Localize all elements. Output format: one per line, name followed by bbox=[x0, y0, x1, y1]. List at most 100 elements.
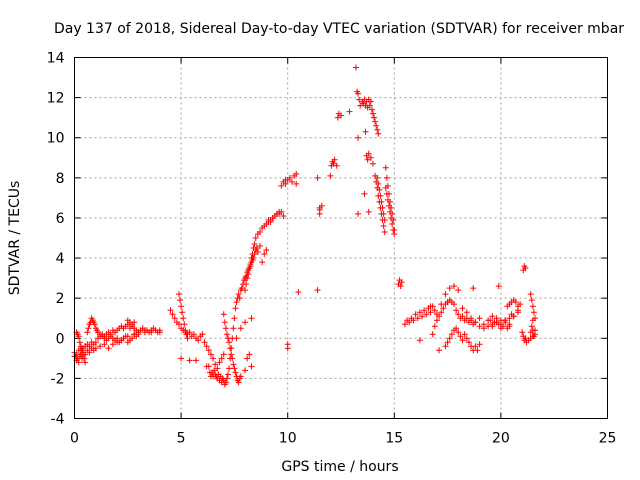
data-point bbox=[81, 355, 88, 362]
x-tick-label: 5 bbox=[177, 431, 186, 447]
data-point bbox=[248, 315, 255, 322]
data-point bbox=[495, 283, 502, 290]
data-point bbox=[356, 96, 363, 103]
data-point bbox=[463, 315, 470, 322]
data-point bbox=[448, 331, 455, 338]
data-point bbox=[282, 176, 289, 183]
data-point bbox=[369, 110, 376, 117]
data-point bbox=[416, 309, 423, 316]
data-point bbox=[76, 339, 83, 346]
data-point bbox=[330, 160, 337, 167]
data-point bbox=[530, 309, 537, 316]
data-point bbox=[263, 220, 270, 227]
plot-frame bbox=[74, 57, 608, 419]
data-point bbox=[156, 329, 163, 336]
data-point bbox=[223, 331, 230, 338]
data-point bbox=[459, 305, 466, 312]
data-point bbox=[232, 369, 239, 376]
data-point bbox=[361, 190, 368, 197]
y-tick-label: -2 bbox=[51, 371, 65, 387]
data-point bbox=[528, 323, 535, 330]
data-point bbox=[382, 164, 389, 171]
data-point bbox=[225, 371, 232, 378]
data-point bbox=[261, 251, 268, 258]
data-point bbox=[506, 321, 513, 328]
data-point bbox=[276, 208, 283, 215]
data-point bbox=[512, 299, 519, 306]
data-point bbox=[242, 319, 249, 326]
data-point bbox=[366, 102, 373, 109]
data-point bbox=[242, 287, 249, 294]
data-point bbox=[474, 347, 481, 354]
data-point bbox=[455, 287, 462, 294]
data-point bbox=[357, 102, 364, 109]
data-point bbox=[248, 255, 255, 262]
data-point bbox=[233, 299, 240, 306]
data-point bbox=[171, 315, 178, 322]
data-point bbox=[86, 349, 93, 356]
data-point bbox=[365, 150, 372, 157]
data-point bbox=[476, 323, 483, 330]
data-point bbox=[470, 285, 477, 292]
data-point bbox=[186, 357, 193, 364]
data-point bbox=[284, 345, 291, 352]
data-point bbox=[436, 313, 443, 320]
data-point bbox=[517, 301, 524, 308]
data-point bbox=[85, 325, 92, 332]
data-point bbox=[295, 289, 302, 296]
data-point bbox=[529, 327, 536, 334]
data-point bbox=[383, 174, 390, 181]
data-point bbox=[529, 303, 536, 310]
data-point bbox=[423, 311, 430, 318]
data-point bbox=[316, 204, 323, 211]
x-tick-label: 15 bbox=[385, 431, 403, 447]
data-point bbox=[530, 333, 537, 340]
data-point bbox=[254, 249, 261, 256]
data-point bbox=[214, 365, 221, 372]
data-point bbox=[211, 367, 218, 374]
data-point bbox=[75, 333, 82, 340]
y-tick-label: 8 bbox=[56, 171, 65, 187]
data-point bbox=[506, 315, 513, 322]
data-series-sdtvar bbox=[71, 64, 539, 388]
data-point bbox=[442, 343, 449, 350]
data-point bbox=[242, 367, 249, 374]
data-point bbox=[365, 208, 372, 215]
data-point bbox=[129, 335, 136, 342]
data-point bbox=[331, 156, 338, 163]
y-tick-label: 0 bbox=[56, 331, 65, 347]
data-point bbox=[431, 323, 438, 330]
data-point bbox=[416, 337, 423, 344]
data-point bbox=[406, 319, 413, 326]
x-tick-label: 10 bbox=[279, 431, 297, 447]
data-point bbox=[485, 323, 492, 330]
data-point bbox=[216, 359, 223, 366]
data-point bbox=[256, 243, 263, 250]
data-point bbox=[225, 335, 232, 342]
data-point bbox=[222, 379, 229, 386]
data-point bbox=[529, 317, 536, 324]
data-point bbox=[355, 210, 362, 217]
data-point bbox=[446, 335, 453, 342]
data-point bbox=[167, 307, 174, 314]
data-point bbox=[514, 309, 521, 316]
data-point bbox=[382, 184, 389, 191]
data-point bbox=[131, 319, 138, 326]
data-point bbox=[226, 339, 233, 346]
data-point bbox=[391, 230, 398, 237]
data-point bbox=[248, 363, 255, 370]
data-point bbox=[463, 335, 470, 342]
data-point bbox=[528, 297, 535, 304]
data-point bbox=[346, 108, 353, 115]
data-point bbox=[178, 303, 185, 310]
data-point bbox=[314, 287, 321, 294]
data-point bbox=[390, 226, 397, 233]
y-tick-label: 2 bbox=[56, 291, 65, 307]
data-point bbox=[355, 134, 362, 141]
data-point bbox=[245, 271, 252, 278]
data-point bbox=[78, 347, 85, 354]
data-point bbox=[228, 351, 235, 358]
data-point bbox=[210, 355, 217, 362]
data-point bbox=[263, 247, 270, 254]
data-point bbox=[502, 319, 509, 326]
